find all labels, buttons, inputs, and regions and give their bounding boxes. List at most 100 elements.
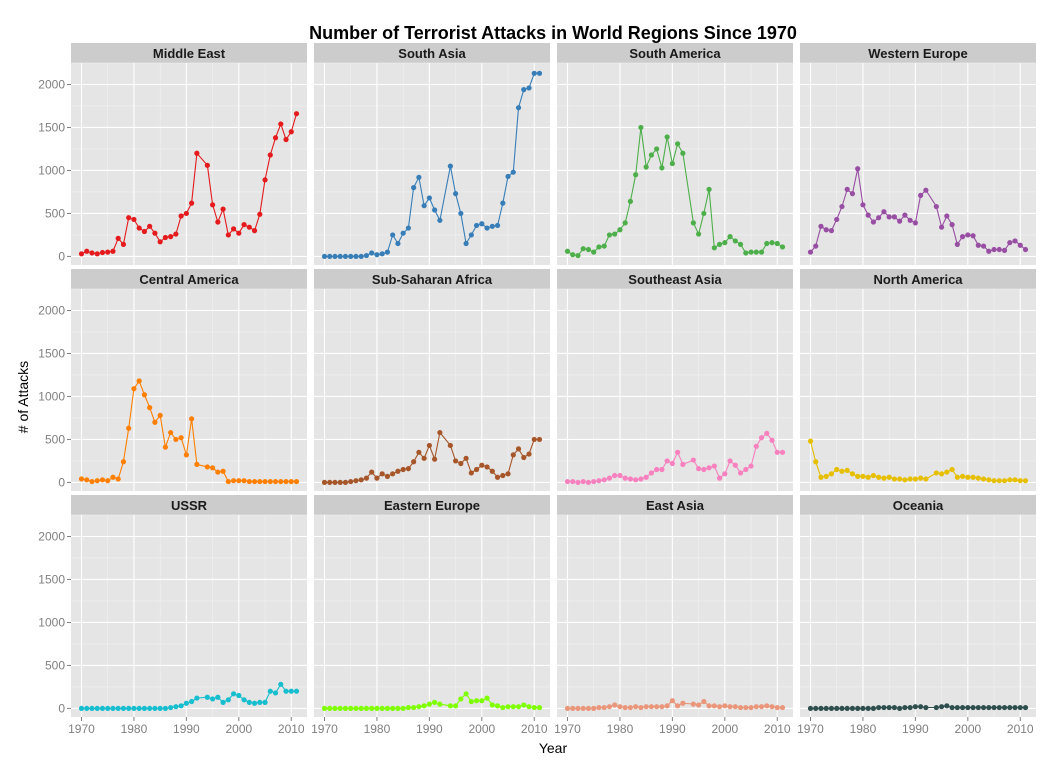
data-point-sub-saharan-africa bbox=[348, 478, 354, 485]
data-point-south-asia bbox=[337, 253, 343, 260]
data-point-north-america bbox=[823, 473, 829, 479]
panel-background bbox=[557, 63, 793, 265]
data-point-sub-saharan-africa bbox=[363, 475, 370, 481]
data-point-south-asia bbox=[479, 221, 485, 227]
data-point-oceania bbox=[834, 705, 840, 712]
data-point-north-america bbox=[959, 473, 966, 479]
strip-label-middle-east: Middle East bbox=[153, 46, 226, 61]
data-point-sub-saharan-africa bbox=[369, 469, 375, 475]
data-point-southeast-asia bbox=[659, 466, 665, 473]
data-point-western-europe bbox=[991, 246, 997, 253]
data-point-western-europe bbox=[897, 218, 903, 224]
data-point-sub-saharan-africa bbox=[536, 436, 543, 443]
data-point-north-america bbox=[897, 476, 903, 482]
data-point-sub-saharan-africa bbox=[521, 454, 527, 461]
panel-east-asia: East Asia bbox=[557, 495, 793, 717]
data-point-western-europe bbox=[823, 227, 829, 233]
data-point-east-asia bbox=[716, 704, 723, 710]
data-point-eastern-europe bbox=[374, 705, 380, 712]
data-point-ussr bbox=[272, 690, 279, 696]
data-point-ussr bbox=[257, 699, 263, 705]
data-point-north-america bbox=[818, 474, 824, 480]
data-point-middle-east bbox=[257, 211, 263, 217]
data-point-ussr bbox=[136, 705, 142, 712]
data-point-south-asia bbox=[374, 252, 380, 258]
panel-sub-saharan-africa: Sub-Saharan Africa bbox=[314, 269, 550, 491]
data-point-south-america bbox=[659, 165, 665, 171]
x-tick-label: 2000 bbox=[954, 722, 981, 736]
data-point-central-america bbox=[215, 469, 221, 475]
data-point-sub-saharan-africa bbox=[447, 442, 453, 449]
data-point-ussr bbox=[225, 697, 231, 703]
data-point-ussr bbox=[110, 705, 116, 712]
data-point-south-america bbox=[669, 160, 675, 167]
data-point-southeast-asia bbox=[601, 477, 607, 483]
data-point-southeast-asia bbox=[664, 458, 670, 464]
data-point-central-america bbox=[162, 444, 168, 450]
data-point-north-america bbox=[933, 470, 939, 476]
data-point-middle-east bbox=[272, 135, 279, 141]
data-point-east-asia bbox=[732, 704, 738, 710]
data-point-south-america bbox=[648, 152, 655, 158]
data-point-east-asia bbox=[664, 703, 670, 709]
data-point-middle-east bbox=[225, 232, 231, 238]
data-point-south-asia bbox=[468, 232, 474, 238]
data-point-central-america bbox=[293, 478, 300, 485]
data-point-oceania bbox=[959, 704, 966, 711]
data-point-central-america bbox=[89, 478, 95, 485]
data-point-oceania bbox=[870, 705, 877, 712]
data-point-south-asia bbox=[411, 185, 417, 191]
data-point-south-asia bbox=[358, 253, 364, 260]
data-point-south-america bbox=[696, 231, 702, 237]
data-point-oceania bbox=[818, 705, 824, 712]
data-point-eastern-europe bbox=[337, 705, 343, 712]
data-point-south-asia bbox=[453, 191, 459, 197]
data-point-north-america bbox=[918, 475, 924, 481]
data-point-ussr bbox=[267, 688, 273, 694]
x-tick-label: 1970 bbox=[68, 722, 95, 736]
data-point-north-america bbox=[975, 475, 981, 481]
data-point-north-america bbox=[939, 471, 945, 477]
data-point-sub-saharan-africa bbox=[321, 479, 328, 486]
data-point-south-asia bbox=[489, 223, 495, 229]
data-point-east-asia bbox=[743, 704, 749, 711]
data-point-middle-east bbox=[194, 150, 200, 156]
data-point-east-asia bbox=[675, 703, 681, 709]
data-point-north-america bbox=[923, 476, 929, 482]
data-point-east-asia bbox=[638, 704, 644, 711]
data-point-central-america bbox=[99, 477, 106, 483]
data-point-western-europe bbox=[1022, 246, 1029, 253]
data-point-south-america bbox=[633, 172, 639, 178]
data-point-oceania bbox=[876, 704, 882, 711]
data-point-oceania bbox=[954, 704, 960, 711]
data-point-central-america bbox=[126, 425, 132, 431]
data-point-south-america bbox=[727, 234, 733, 240]
data-point-eastern-europe bbox=[342, 705, 349, 712]
data-point-middle-east bbox=[168, 234, 174, 240]
data-point-sub-saharan-africa bbox=[327, 479, 333, 486]
data-point-eastern-europe bbox=[510, 704, 516, 710]
data-point-ussr bbox=[236, 692, 242, 699]
data-point-south-asia bbox=[332, 253, 338, 260]
data-point-western-europe bbox=[959, 234, 966, 240]
panel-southeast-asia: Southeast Asia bbox=[557, 269, 793, 491]
data-point-east-asia bbox=[696, 702, 702, 708]
x-axes: 1970 1980 1990 2000 2010 1970 1980 1990 2000 2010… bbox=[68, 717, 1034, 736]
data-point-oceania bbox=[1007, 704, 1013, 711]
data-point-eastern-europe bbox=[479, 698, 485, 704]
data-point-ussr bbox=[189, 698, 195, 705]
data-point-western-europe bbox=[1007, 240, 1013, 246]
data-point-sub-saharan-africa bbox=[337, 479, 343, 486]
data-point-east-asia bbox=[564, 705, 571, 712]
data-point-eastern-europe bbox=[390, 705, 396, 712]
data-point-south-america bbox=[758, 249, 765, 255]
strip-label-southeast-asia: Southeast Asia bbox=[628, 272, 722, 287]
data-point-sub-saharan-africa bbox=[489, 468, 495, 474]
data-point-east-asia bbox=[669, 698, 675, 704]
data-point-south-asia bbox=[421, 203, 427, 209]
data-point-eastern-europe bbox=[531, 704, 537, 711]
data-point-sub-saharan-africa bbox=[411, 459, 417, 465]
data-point-east-asia bbox=[727, 704, 733, 710]
data-point-south-america bbox=[753, 249, 759, 255]
